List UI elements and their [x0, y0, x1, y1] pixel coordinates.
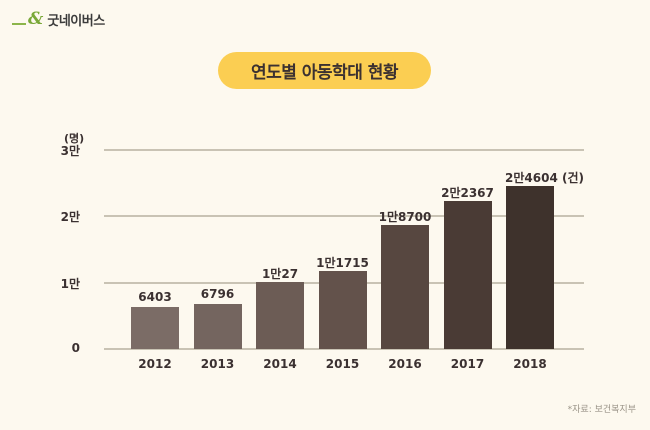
- bar-value-label: 1만1715: [316, 256, 369, 271]
- bar-value-label: 2만2367: [441, 185, 494, 200]
- x-tick-label: 2017: [450, 357, 485, 371]
- bar-value-label: 6403: [138, 289, 172, 304]
- gridline: [104, 215, 584, 218]
- bar-value-label: 2만4604 (건): [505, 170, 584, 185]
- x-tick-label: 2018: [513, 357, 547, 371]
- bar-2015: [318, 271, 367, 349]
- x-tick-label: 2012: [138, 357, 172, 371]
- x-axis-baseline: [104, 348, 584, 350]
- bar-2018: [506, 185, 554, 349]
- x-tick-label: 2015: [325, 357, 360, 371]
- bar-2012: [131, 306, 179, 349]
- bar-2016: [381, 224, 429, 349]
- logo-icon: &: [12, 10, 43, 28]
- bar-value-label: 1만8700: [378, 209, 432, 224]
- x-tick-label: 2014: [263, 357, 297, 371]
- x-tick-label: 2016: [388, 357, 422, 371]
- y-axis-unit: (명): [64, 132, 85, 145]
- y-tick-label: 1만: [60, 276, 80, 291]
- source-note: *자료: 보건복지부: [567, 405, 636, 415]
- bar-2013: [193, 303, 242, 349]
- bar-value-label: 6796: [200, 286, 235, 301]
- logo-text: 굿네이버스: [47, 13, 105, 29]
- y-tick-label: 2만: [60, 210, 80, 225]
- bar-2017: [443, 200, 492, 349]
- bar-value-label: 1만27: [261, 267, 299, 282]
- gridline: [104, 149, 584, 151]
- y-tick-label: 3만: [60, 144, 80, 158]
- x-tick-label: 2013: [200, 357, 235, 371]
- bar-2014: [256, 282, 304, 349]
- chart-title: 연도별 아동학대 현황: [218, 52, 431, 89]
- logo: & 굿네이버스: [12, 8, 105, 30]
- y-tick-label: 0: [71, 341, 80, 355]
